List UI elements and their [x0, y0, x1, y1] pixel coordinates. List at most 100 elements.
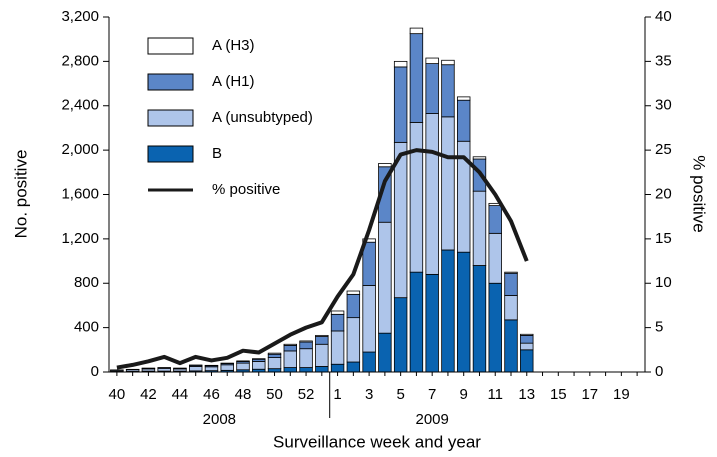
bar-segment [409, 27, 424, 35]
bar-segment [393, 66, 408, 143]
y2-tick-label: 15 [655, 230, 672, 247]
line-series [116, 148, 529, 370]
bar-segment [204, 366, 219, 372]
x-tick-label: 50 [266, 386, 283, 403]
bar-segment [488, 205, 502, 234]
bar-segment [520, 333, 534, 336]
legend-label: % positive [212, 181, 280, 198]
y-tick-label: 1,200 [61, 230, 99, 247]
x-tick-label: 15 [550, 386, 567, 403]
bar-segment [520, 334, 534, 344]
y-axis-title: No. positive [11, 150, 30, 239]
bar-segment [504, 295, 518, 321]
bar-segment [315, 334, 329, 337]
legend-swatch [147, 145, 194, 163]
y2-tick-label: 10 [655, 274, 672, 291]
bar-segment [299, 367, 313, 373]
y2-tick-label: 20 [655, 185, 672, 202]
x-tick-label: 44 [172, 386, 189, 403]
legend-label: A (unsubtyped) [212, 109, 313, 126]
y2-tick-label: 30 [655, 97, 672, 114]
year-label: 2009 [415, 411, 448, 428]
bar-segment [441, 249, 455, 373]
x-tick-label: 13 [518, 386, 535, 403]
bar-segment [456, 96, 471, 101]
legend-label: A (H1) [212, 73, 255, 90]
x-tick-label: 48 [235, 386, 252, 403]
legend-label: B [212, 145, 222, 162]
y-tick-label: 800 [74, 274, 99, 291]
bar-segment [520, 349, 534, 373]
bar-segment [252, 358, 266, 360]
legend-label: A (H3) [212, 37, 255, 54]
legend-swatch [147, 109, 194, 127]
bar-segment [299, 348, 313, 368]
bar-segment [504, 319, 518, 373]
y2-axis-title: % positive [690, 155, 709, 232]
y2-tick-label: 5 [655, 319, 663, 336]
bar-segment [409, 33, 424, 123]
x-tick-label: 1 [333, 386, 341, 403]
x-tick-label: 7 [428, 386, 436, 403]
y-tick-label: 0 [91, 363, 99, 380]
bar-segment [362, 238, 376, 243]
bar-segment [315, 343, 329, 367]
x-tick-label: 3 [365, 386, 373, 403]
bar-segment [267, 353, 282, 358]
bar-segment [520, 342, 534, 351]
bar-segment [441, 59, 455, 66]
y2-tick-label: 35 [655, 52, 672, 69]
bar-segment [157, 367, 171, 372]
bar-segment [188, 366, 203, 372]
bar-segment [346, 293, 361, 319]
x-tick-label: 40 [109, 386, 126, 403]
x-tick-label: 46 [203, 386, 220, 403]
bar-segment [267, 357, 282, 370]
bar-segment [283, 367, 297, 373]
bar-segment [378, 332, 392, 373]
legend-swatch [147, 73, 194, 91]
bar-segment [330, 313, 345, 332]
bar-segment [315, 366, 329, 373]
y2-tick-label: 40 [655, 8, 672, 25]
bar-segment [378, 221, 392, 334]
bar-segment [362, 241, 376, 286]
x-tick-label: 52 [298, 386, 315, 403]
bar-segment [252, 361, 266, 370]
bar-segment [315, 336, 329, 345]
bar-segment [425, 57, 439, 64]
year-label: 2008 [203, 411, 236, 428]
y-tick-label: 1,600 [61, 185, 99, 202]
bar-segment [378, 163, 392, 168]
bar-segment [283, 344, 297, 352]
bar-segment [472, 265, 487, 373]
bar-segment [472, 190, 487, 266]
x-tick-label: 11 [487, 386, 503, 403]
bar-segment [425, 113, 439, 275]
x-tick-label: 9 [460, 386, 468, 403]
bar-segment [236, 360, 250, 362]
x-tick-label: 42 [140, 386, 157, 403]
y-tick-label: 2,000 [61, 141, 99, 158]
bar-segment [283, 350, 297, 368]
y2-tick-label: 25 [655, 141, 672, 158]
y-tick-label: 400 [74, 319, 99, 336]
bar-segment [504, 272, 518, 296]
y2-tick-label: 0 [655, 363, 663, 380]
bar-segment [441, 64, 455, 118]
bar-segment [409, 121, 424, 273]
bar-segment [456, 99, 471, 142]
bar-segment [472, 156, 487, 160]
bar-segment [409, 271, 424, 373]
bar-segment [267, 352, 282, 355]
bar-segment [299, 340, 313, 343]
bar-segment [330, 330, 345, 365]
bar-segment [504, 271, 518, 274]
bar-segment [330, 310, 345, 315]
bar-segment [425, 63, 439, 114]
bar-segment [330, 363, 345, 373]
x-tick-label: 17 [581, 386, 598, 403]
bar-segment [488, 282, 502, 373]
y-tick-label: 2,800 [61, 52, 99, 69]
